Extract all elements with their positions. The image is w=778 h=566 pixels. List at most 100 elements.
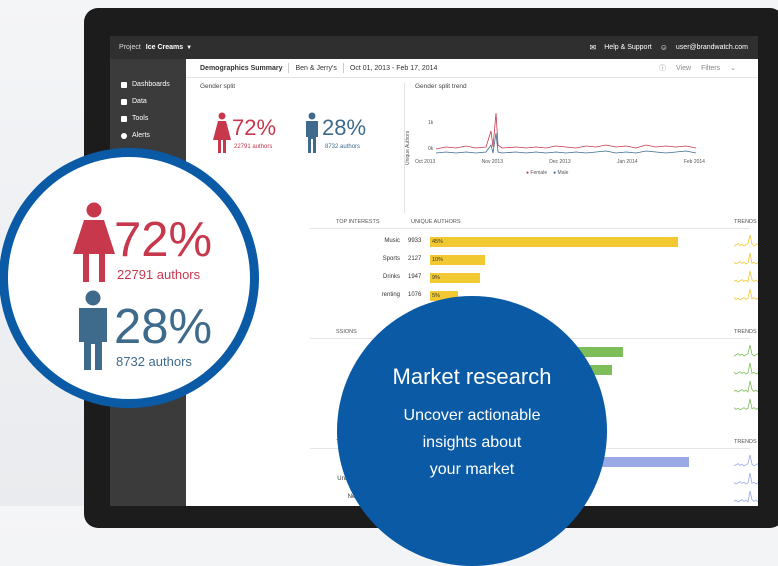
sidebar-item-alerts[interactable]: Alerts [110, 127, 186, 144]
row-label: Drinks [382, 274, 400, 280]
sparkline-path [734, 398, 758, 411]
interests-header: TOP INTERESTS [336, 219, 380, 225]
row-label: Sports [382, 256, 400, 262]
trend-x-axis: Oct 2013 Nov 2013 Dec 2013 Jan 2014 Feb … [415, 159, 705, 165]
sparkline-path [734, 270, 758, 283]
row-trend-sparkline [734, 270, 758, 283]
legend-male: ● Male [553, 170, 569, 176]
promo-line: insights about [422, 434, 522, 451]
grid-icon [121, 98, 127, 105]
row-trend-sparkline [734, 362, 758, 375]
sparkline-path [734, 362, 758, 375]
row-count: 1076 [408, 292, 422, 298]
sparkline-path [734, 344, 758, 357]
row-bar: 10% [430, 255, 486, 265]
row-count: 1947 [408, 274, 422, 280]
x-tick: Oct 2013 [415, 159, 436, 165]
filters-menu[interactable]: Filters [701, 64, 721, 72]
y-tick: 1k [428, 120, 434, 126]
sidebar-item-label: Alerts [132, 132, 150, 139]
x-tick: Jan 2014 [616, 159, 638, 165]
female-icon [213, 112, 231, 153]
table-row[interactable]: renting 1076 5% [186, 288, 758, 302]
view-menu[interactable]: View [676, 64, 692, 72]
dashboard-title: Demographics Summary [200, 64, 283, 72]
info-icon[interactable]: ⓘ [659, 65, 667, 72]
chevron-down-icon[interactable]: ⌄ [730, 65, 736, 72]
female-percentage: 72% [232, 115, 277, 140]
female-icon [73, 202, 115, 282]
male-series [436, 132, 697, 154]
user-menu[interactable]: user@brandwatch.com [675, 44, 748, 51]
female-authors: 22791 authors [117, 267, 201, 282]
top-bar: Project Ice Creams ▼ ✉ Help & Support ☺ … [110, 36, 758, 59]
row-label: Music [384, 238, 400, 244]
male-percentage: 28% [114, 300, 213, 354]
user-icon: ☺ [659, 43, 668, 52]
table-row[interactable]: Music 9933 45% [186, 234, 758, 248]
promo-text: Uncover actionable insights about your m… [337, 402, 607, 483]
sparkline-path [734, 288, 758, 301]
help-menu[interactable]: Help & Support [604, 44, 652, 51]
row-trend-sparkline [734, 234, 758, 247]
sidebar-item-label: Dashboards [132, 81, 170, 88]
gender-callout: 72% 22791 authors 28% 8732 authors [0, 148, 259, 408]
row-trend-sparkline [734, 472, 758, 485]
gender-split-title: Gender split [200, 83, 236, 90]
interests-column-header: UNIQUE AUTHORS [411, 219, 461, 225]
brand-filter[interactable]: Ben & Jerry's [295, 64, 337, 72]
row-trend-sparkline [734, 490, 758, 503]
date-range[interactable]: Oct 01, 2013 - Feb 17, 2014 [349, 64, 438, 72]
row-bar: 5% [430, 291, 458, 301]
male-percentage: 28% [322, 115, 367, 140]
sparkline-path [734, 454, 758, 467]
y-tick: 0k [428, 146, 434, 152]
mail-icon[interactable]: ✉ [589, 43, 597, 52]
trend-ylabel: Unique Authors [405, 130, 411, 165]
promo-title: Market research [392, 364, 552, 389]
gender-trend-title: Gender split trend [415, 83, 467, 90]
x-tick: Dec 2013 [549, 159, 571, 165]
row-count: 2127 [408, 256, 422, 262]
legend-female: ● Female [526, 170, 548, 176]
sidebar-item-label: Tools [132, 115, 149, 122]
project-selector[interactable]: Ice Creams [145, 44, 184, 51]
promo-line: Uncover actionable [403, 407, 541, 424]
sparkline-path [734, 472, 758, 485]
row-trend-sparkline [734, 398, 758, 411]
male-icon [79, 290, 107, 370]
row-trend-sparkline [734, 454, 758, 467]
male-authors: 8732 authors [116, 354, 192, 369]
promo-line: your market [429, 461, 515, 478]
sidebar-item-tools[interactable]: Tools [110, 110, 186, 127]
row-label: renting [381, 292, 400, 298]
female-authors: 22791 authors [234, 144, 273, 150]
table-row[interactable]: Drinks 1947 9% [186, 270, 758, 284]
table-row[interactable]: Sports 2127 10% [186, 252, 758, 266]
dashboard-toolbar: Demographics Summary Ben & Jerry's Oct 0… [186, 59, 758, 78]
female-series [436, 112, 697, 150]
row-trend-sparkline [734, 252, 758, 265]
x-tick: Feb 2014 [683, 159, 705, 165]
row-trend-sparkline [734, 288, 758, 301]
trend-legend: ● Female ● Male [526, 170, 568, 176]
countries-trends-header: TRENDS [734, 439, 757, 445]
section-divider [310, 228, 750, 229]
sidebar-item-data[interactable]: Data [110, 93, 186, 110]
professions-trends-header: TRENDS [734, 329, 757, 335]
sidebar-item-dashboards[interactable]: Dashboards [110, 76, 186, 93]
sparkline-path [734, 234, 758, 247]
row-trend-sparkline [734, 380, 758, 393]
gender-trend-chart [436, 112, 697, 154]
interests-trends-header: TRENDS [734, 219, 757, 225]
promo-bubble: Market research Uncover actionable insig… [337, 296, 607, 566]
x-tick: Nov 2013 [481, 159, 503, 165]
briefcase-icon [121, 115, 127, 122]
chevron-down-icon[interactable]: ▼ [186, 44, 193, 51]
row-trend-sparkline [734, 344, 758, 357]
alert-icon [121, 132, 127, 139]
sidebar-item-label: Data [132, 98, 147, 105]
project-label: Project [119, 44, 141, 51]
male-icon [306, 112, 318, 153]
row-count: 9933 [408, 238, 422, 244]
